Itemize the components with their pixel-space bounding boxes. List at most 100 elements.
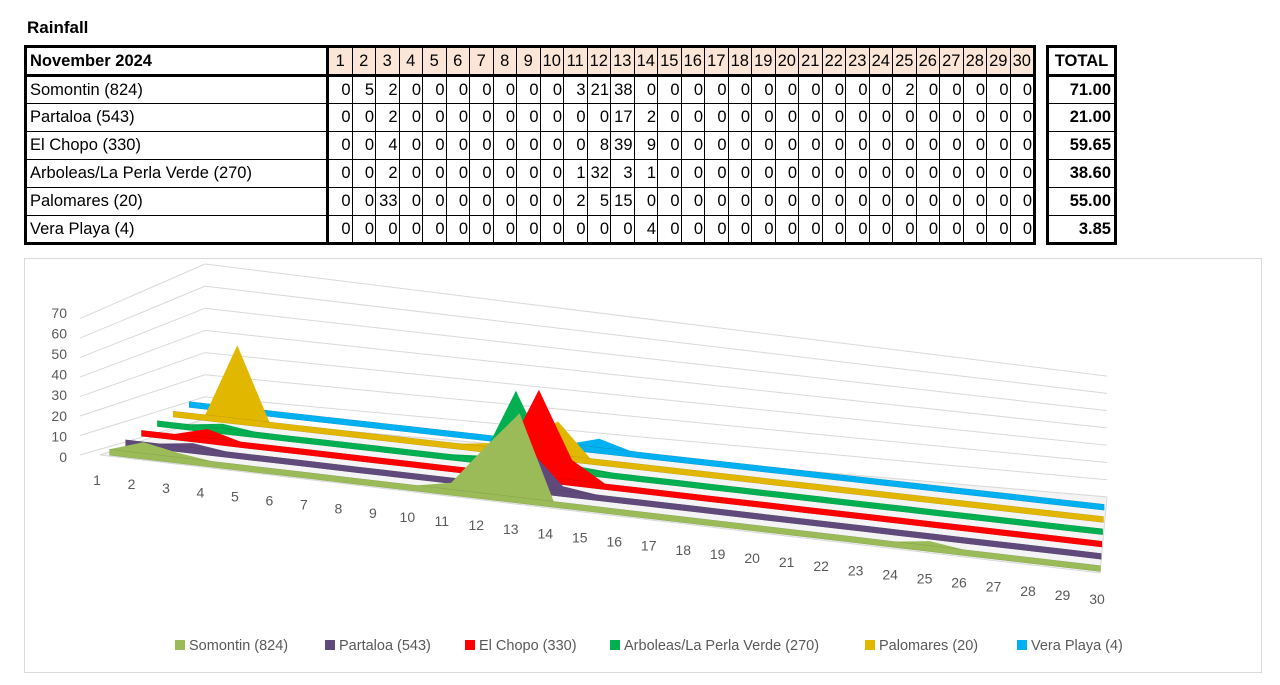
rain-value: 0: [704, 187, 729, 216]
rain-value: 0: [398, 131, 423, 160]
day-header: 28: [962, 45, 987, 77]
rain-value: 0: [563, 131, 588, 160]
rain-value: 0: [1009, 131, 1036, 160]
chart-series: [109, 345, 1105, 572]
day-header: 3: [375, 45, 400, 77]
x-tick-label: 17: [641, 538, 657, 554]
rain-value: 0: [986, 131, 1011, 160]
rain-value: 0: [751, 215, 776, 245]
rain-value: 0: [422, 187, 447, 216]
legend-label: Palomares (20): [879, 638, 978, 654]
x-tick-label: 15: [572, 529, 588, 545]
rain-value: 0: [422, 131, 447, 160]
rain-value: 0: [704, 131, 729, 160]
rain-value: 0: [327, 103, 353, 132]
rain-value: 0: [845, 159, 870, 188]
x-tick-label: 22: [813, 558, 829, 574]
day-header: 2: [351, 45, 376, 77]
rain-value: 0: [610, 215, 635, 245]
rain-value: 0: [539, 159, 564, 188]
rain-value: 0: [375, 215, 400, 245]
rain-value: 2: [892, 75, 917, 104]
table-gap: [1033, 159, 1048, 188]
gridline: [204, 374, 1108, 463]
rain-value: 0: [727, 103, 752, 132]
rain-value: 0: [868, 131, 893, 160]
x-tick-label: 24: [882, 566, 898, 582]
legend-swatch: [465, 640, 475, 650]
table-gap: [1033, 75, 1048, 104]
rain-value: 2: [375, 103, 400, 132]
rain-value: 2: [633, 103, 658, 132]
rain-value: 0: [563, 103, 588, 132]
rain-value: 0: [422, 215, 447, 245]
x-tick-label: 10: [400, 509, 416, 525]
day-header: 24: [868, 45, 893, 77]
day-header: 19: [751, 45, 776, 77]
rain-value: 0: [892, 159, 917, 188]
rain-value: 0: [845, 131, 870, 160]
rain-value: 0: [845, 103, 870, 132]
y-tick-label: 0: [59, 449, 67, 465]
rain-value: 0: [798, 131, 823, 160]
rain-value: 0: [398, 159, 423, 188]
rain-value: 0: [1009, 75, 1036, 104]
rain-value: 0: [657, 131, 682, 160]
table-header-label: November 2024: [24, 45, 329, 77]
rain-value: 0: [422, 75, 447, 104]
rain-value: 0: [962, 187, 987, 216]
rain-value: 0: [798, 159, 823, 188]
x-tick-label: 2: [128, 476, 136, 492]
rain-value: 0: [445, 75, 470, 104]
rain-value: 0: [821, 159, 846, 188]
rain-value: 0: [398, 215, 423, 245]
rain-value: 0: [915, 159, 940, 188]
rain-value: 0: [751, 159, 776, 188]
rain-value: 0: [727, 75, 752, 104]
y-tick-label: 10: [51, 428, 67, 444]
rain-value: 0: [327, 215, 353, 245]
station-name: Partaloa (543): [24, 103, 329, 132]
rain-value: 0: [939, 131, 964, 160]
rain-value: 0: [939, 215, 964, 245]
rain-value: 0: [868, 103, 893, 132]
chart-legend: Somontin (824) Partaloa (543) El Chopo (33…: [175, 638, 1123, 654]
rain-value: 0: [351, 187, 376, 216]
gridline: [79, 329, 206, 378]
rain-value: 0: [962, 159, 987, 188]
rain-value: 0: [492, 215, 517, 245]
rain-value: 0: [563, 215, 588, 245]
rain-value: 0: [633, 187, 658, 216]
station-total: 55.00: [1046, 187, 1117, 216]
rain-value: 0: [657, 103, 682, 132]
rain-value: 0: [1009, 187, 1036, 216]
rain-value: 0: [727, 159, 752, 188]
rain-value: 0: [939, 75, 964, 104]
rain-value: 0: [539, 187, 564, 216]
rain-value: 0: [704, 215, 729, 245]
rain-value: 0: [586, 103, 611, 132]
table-gap: [1033, 103, 1048, 132]
x-tick-label: 20: [744, 550, 760, 566]
station-total: 71.00: [1046, 75, 1117, 104]
legend-label: Somontin (824): [189, 638, 288, 654]
day-header: 4: [398, 45, 423, 77]
rain-value: 0: [774, 75, 799, 104]
rain-value: 0: [962, 131, 987, 160]
rain-value: 0: [986, 215, 1011, 245]
rain-value: 0: [445, 159, 470, 188]
rain-value: 0: [774, 159, 799, 188]
x-tick-label: 7: [300, 497, 308, 513]
table-row: Vera Playa (4) 0 0 0 0 0 0 0 0 0 0 0 0 0 4 0 0 0 0 0 0 0 0 0 0 0 0…: [24, 215, 1117, 245]
day-header: 26: [915, 45, 940, 77]
rain-value: 0: [845, 215, 870, 245]
rain-value: 32: [586, 159, 611, 188]
day-header: 13: [610, 45, 635, 77]
legend-swatch: [1017, 640, 1027, 650]
gridline: [204, 285, 1108, 394]
rain-value: 0: [774, 215, 799, 245]
rain-value: 0: [845, 75, 870, 104]
legend-label: Partaloa (543): [339, 638, 431, 654]
rain-value: 0: [845, 187, 870, 216]
rain-value: 0: [469, 75, 494, 104]
